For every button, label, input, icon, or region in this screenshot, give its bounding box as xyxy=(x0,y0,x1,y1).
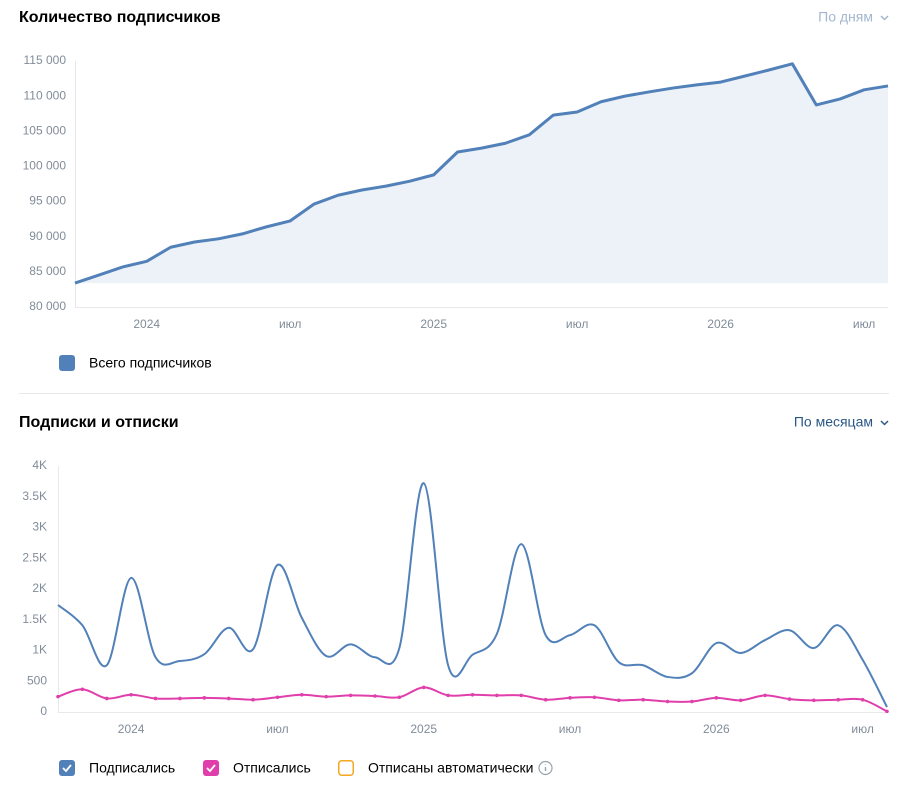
x-tick-label: 2026 xyxy=(707,317,734,331)
legend-label[interactable]: Отписаны автоматически xyxy=(368,760,534,776)
y-tick-label: 3.5K xyxy=(22,489,47,503)
chart: Подписки и отписки По месяцам 0 500 1K 1.5K 2K… xyxy=(19,414,889,776)
line xyxy=(74,62,889,285)
x-tick-label: июл xyxy=(266,722,288,736)
legend-item[interactable]: Отписаны автоматически xyxy=(338,760,553,776)
y-tick-label: 1.5K xyxy=(22,612,47,626)
check-icon[interactable] xyxy=(206,764,216,773)
x-tick-label: 2025 xyxy=(410,722,437,736)
point xyxy=(763,693,767,698)
point xyxy=(153,696,158,701)
area-fill xyxy=(75,63,888,284)
y-tick-label: 0 xyxy=(40,704,47,718)
point xyxy=(495,693,499,698)
x-tick-label: июл xyxy=(279,317,301,331)
y-tick-label: 90 000 xyxy=(29,229,66,243)
point xyxy=(275,695,280,700)
line xyxy=(57,686,888,713)
y-tick-label: 95 000 xyxy=(29,194,66,208)
point xyxy=(80,687,85,692)
info-icon[interactable] xyxy=(538,760,553,776)
point xyxy=(519,693,524,698)
point xyxy=(397,695,402,700)
chart-title: Подписки и отписки xyxy=(19,414,179,431)
point xyxy=(690,699,694,704)
point xyxy=(543,697,548,702)
legend-item: Всего подписчиков xyxy=(59,355,212,371)
legend-label[interactable]: Подписались xyxy=(89,760,175,776)
point xyxy=(373,694,377,698)
point xyxy=(56,694,60,699)
x-tick-label: 2025 xyxy=(420,317,447,331)
x-tick-label: июл xyxy=(853,317,875,331)
chevron-icon[interactable] xyxy=(880,15,889,21)
y-tick-label: 2K xyxy=(32,581,47,595)
point xyxy=(592,695,597,700)
point xyxy=(787,697,792,701)
period-dropdown[interactable]: По дням xyxy=(818,9,889,25)
point xyxy=(568,696,572,700)
point xyxy=(348,693,353,698)
y-tick-label: 85 000 xyxy=(29,264,66,278)
x-tick-label: июл xyxy=(566,317,588,331)
point xyxy=(738,698,743,703)
point xyxy=(470,692,475,697)
point xyxy=(104,696,109,701)
legend-label[interactable]: Отписались xyxy=(233,760,311,776)
point xyxy=(616,698,621,703)
period-label[interactable]: По месяцам xyxy=(794,414,873,430)
y-tick-label: 4K xyxy=(32,458,47,472)
point xyxy=(446,693,450,698)
legend-checkbox[interactable] xyxy=(59,760,75,776)
x-tick-label: июл xyxy=(559,722,581,736)
legend-checkbox[interactable] xyxy=(338,760,354,776)
point xyxy=(665,699,670,704)
y-tick-label: 500 xyxy=(27,673,47,687)
point xyxy=(226,696,231,701)
x-tick-label: июл xyxy=(851,722,873,736)
point xyxy=(421,685,426,690)
x-tick-label: 2024 xyxy=(118,722,145,736)
point xyxy=(641,697,645,702)
legend-checkbox[interactable] xyxy=(203,760,219,776)
point xyxy=(324,694,329,699)
legend-item[interactable]: Отписались xyxy=(203,760,311,776)
y-tick-label: 2.5K xyxy=(22,550,47,564)
y-tick-label: 115 000 xyxy=(24,53,67,67)
point xyxy=(812,698,816,703)
y-tick-label: 100 000 xyxy=(23,159,67,173)
y-tick-label: 110 000 xyxy=(24,88,67,102)
point xyxy=(714,696,719,700)
legend-swatch xyxy=(59,355,75,371)
point xyxy=(860,697,865,702)
point xyxy=(885,709,889,714)
y-tick-label: 3K xyxy=(32,520,47,534)
legend-item[interactable]: Подписались xyxy=(59,760,175,776)
legend-label: Всего подписчиков xyxy=(89,355,212,371)
point xyxy=(178,696,182,701)
line xyxy=(57,482,888,708)
period-label[interactable]: По дням xyxy=(818,9,873,25)
y-tick-label: 80 000 xyxy=(29,299,66,313)
chevron-icon[interactable] xyxy=(880,420,889,426)
check-icon[interactable] xyxy=(62,764,72,773)
point xyxy=(251,697,255,702)
period-dropdown[interactable]: По месяцам xyxy=(794,414,889,430)
point xyxy=(300,692,304,697)
y-tick-label: 105 000 xyxy=(23,123,67,137)
x-tick-label: 2026 xyxy=(703,722,730,736)
chart-title: Количество подписчиков xyxy=(19,9,221,26)
point xyxy=(129,692,133,697)
y-tick-label: 1K xyxy=(32,643,47,657)
point xyxy=(836,697,841,702)
chart: Количество подписчиков По дням 80 000 85 00… xyxy=(19,9,889,371)
x-tick-label: 2024 xyxy=(133,317,160,331)
point xyxy=(202,696,207,700)
